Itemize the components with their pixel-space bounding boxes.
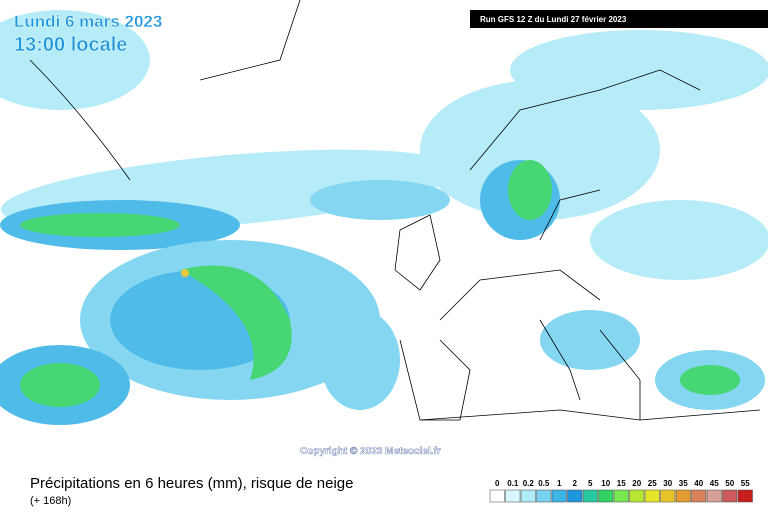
legend-swatch [737, 489, 753, 503]
legend-label: 0 [495, 479, 500, 488]
coastlines [29, 0, 761, 421]
legend-swatch [629, 489, 645, 503]
legend-label: 25 [648, 479, 657, 488]
legend-swatch [644, 489, 660, 503]
legend-swatch [675, 489, 691, 503]
legend-swatch [613, 489, 629, 503]
legend-label: 10 [601, 479, 610, 488]
legend-label: 15 [617, 479, 626, 488]
legend-swatch [598, 489, 614, 503]
legend-swatch [567, 489, 583, 503]
legend-label: 30 [663, 479, 672, 488]
legend-label: 55 [741, 479, 750, 488]
legend-label: 0.2 [523, 479, 535, 488]
legend-label: 40 [694, 479, 703, 488]
footer-title: Précipitations en 6 heures (mm), risque … [30, 475, 354, 492]
legend-swatch [722, 489, 738, 503]
legend-swatch [536, 489, 552, 503]
precipitation [0, 10, 768, 425]
legend-label: 50 [725, 479, 734, 488]
legend-swatch [520, 489, 536, 503]
legend-label: 5 [588, 479, 593, 488]
forecast-time: 13:00 locale [14, 34, 127, 56]
legend-swatch [706, 489, 722, 503]
legend-swatch [489, 489, 505, 503]
legend-label: 0.1 [507, 479, 519, 488]
legend-label: 45 [710, 479, 719, 488]
legend-swatch [551, 489, 567, 503]
forecast-date: Lundi 6 mars 2023 [14, 12, 162, 31]
run-banner [470, 10, 768, 28]
legend-swatch [505, 489, 521, 503]
legend-swatch [691, 489, 707, 503]
legend-swatch [582, 489, 598, 503]
copyright: Copyright © 2023 Meteociel.fr [300, 446, 441, 457]
legend-label: 35 [679, 479, 688, 488]
footer-lead: (+ 168h) [30, 495, 71, 507]
run-info: Run GFS 12 Z du Lundi 27 février 2023 [480, 15, 627, 24]
legend-label: 2 [573, 479, 578, 488]
legend-swatch [660, 489, 676, 503]
legend: 0 0.1 0.2 0.5 1 2 5 10 15 20 25 30 35 40 45 50 55 [489, 479, 753, 503]
legend-label: 1 [557, 479, 562, 488]
legend-label: 20 [632, 479, 641, 488]
legend-label: 0.5 [538, 479, 550, 488]
